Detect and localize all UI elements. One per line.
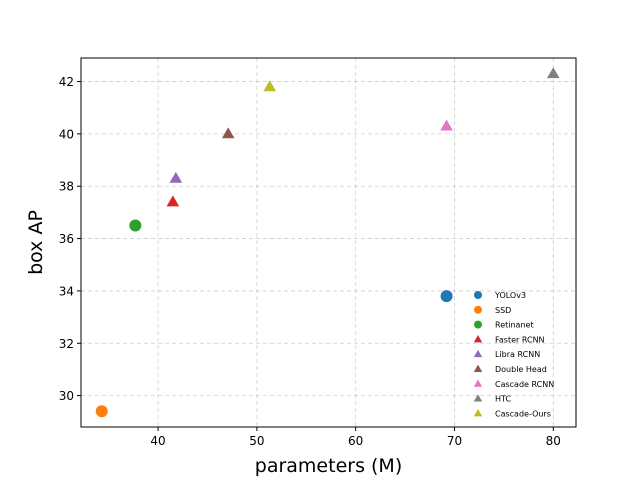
- y-tick-label: 36: [59, 232, 74, 246]
- legend-marker-htc: [473, 394, 483, 402]
- y-tick-label: 40: [59, 127, 74, 141]
- x-axis-title: parameters (M): [255, 455, 402, 477]
- point-cascade-ours: [263, 80, 277, 92]
- plot-frame: [80, 57, 577, 428]
- legend: YOLOv3 SSD Retinanet Faster RCNN Libra RCNN D…: [473, 291, 554, 418]
- grid: [81, 58, 576, 427]
- data-points: [95, 67, 560, 418]
- point-cascade-rcnn: [440, 119, 453, 131]
- y-tick-label: 30: [59, 389, 74, 403]
- x-tick-label: 40: [150, 434, 165, 448]
- point-libra-rcnn: [169, 171, 183, 183]
- legend-marker-yolov3: [474, 291, 482, 299]
- point-faster-rcnn: [166, 195, 180, 207]
- legend-label-cascade-ours: Cascade-Ours: [495, 409, 551, 418]
- legend-label-htc: HTC: [495, 395, 511, 404]
- legend-marker-libra-rcnn: [473, 349, 483, 358]
- point-htc: [546, 67, 560, 79]
- x-tick-label: 80: [546, 434, 561, 448]
- y-tick-label: 34: [59, 284, 74, 298]
- x-tick-label: 70: [447, 434, 462, 448]
- point-yolov3: [440, 290, 453, 303]
- legend-marker-ssd: [474, 305, 482, 314]
- legend-marker-faster-rcnn: [473, 335, 483, 343]
- legend-label-faster-rcnn: Faster RCNN: [495, 335, 545, 344]
- legend-label-yolov3: YOLOv3: [494, 291, 526, 300]
- legend-label-ssd: SSD: [495, 306, 511, 315]
- y-tick-label: 32: [59, 337, 74, 351]
- point-ssd: [95, 405, 108, 418]
- legend-marker-cascade-ours: [473, 409, 483, 417]
- legend-marker-retinanet: [474, 320, 482, 329]
- x-tick-label: 60: [348, 434, 363, 448]
- legend-label-cascade-rcnn: Cascade RCNN: [495, 380, 554, 389]
- point-double-head: [221, 127, 235, 139]
- y-axis-title: box AP: [25, 210, 47, 275]
- y-tick-label: 38: [59, 180, 74, 194]
- legend-label-double-head: Double Head: [495, 365, 547, 374]
- legend-label-libra-rcnn: Libra RCNN: [495, 350, 540, 359]
- x-tick-label: 50: [249, 434, 264, 448]
- point-retinanet: [129, 219, 142, 232]
- axis-ticks: 40 50 60 70 80 30 32 34 36 38 40 42: [59, 75, 561, 448]
- y-tick-label: 42: [59, 75, 74, 89]
- legend-marker-double-head: [473, 364, 483, 372]
- legend-marker-cascade-rcnn: [473, 379, 483, 387]
- legend-label-retinanet: Retinanet: [495, 321, 534, 330]
